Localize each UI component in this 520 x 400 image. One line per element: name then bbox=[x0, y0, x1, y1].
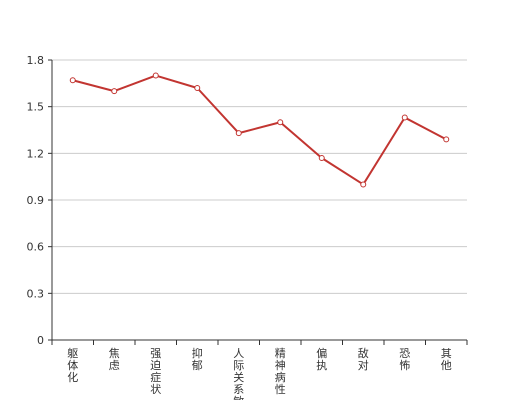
x-tick-label: 抑郁 bbox=[192, 346, 203, 372]
data-point-强迫症状[interactable] bbox=[152, 72, 159, 79]
data-point-精神病性[interactable] bbox=[277, 119, 284, 126]
data-point-偏执[interactable] bbox=[318, 155, 325, 161]
data-point-焦虑[interactable] bbox=[111, 88, 118, 95]
series-layer bbox=[69, 72, 450, 188]
x-tick-label: 强迫症状 bbox=[150, 347, 161, 396]
y-tick-label: 0.3 bbox=[27, 287, 45, 300]
y-tick-label: 1.8 bbox=[27, 54, 45, 67]
y-tick-label: 0 bbox=[37, 334, 44, 347]
y-tick-label: 0.9 bbox=[27, 194, 45, 207]
x-tick-label: 偏执 bbox=[316, 346, 327, 372]
data-point-其他[interactable] bbox=[443, 136, 450, 143]
x-tick-label: 焦虑 bbox=[109, 347, 120, 372]
series-line bbox=[72, 74, 447, 186]
y-tick-label: 1.2 bbox=[27, 147, 45, 160]
label-layer: 0 0.3 0.6 0.9 1.2 1.5 1.8 躯体化 焦虑 强迫症状 抑郁 人际关系敏感 精神病性… bbox=[27, 54, 452, 400]
data-point-躯体化[interactable] bbox=[69, 77, 76, 84]
y-tick-label: 1.5 bbox=[27, 101, 45, 114]
x-tick-label: 其他 bbox=[441, 347, 452, 372]
y-tick-label: 0.6 bbox=[27, 241, 45, 254]
axis-layer bbox=[48, 59, 468, 345]
data-point-恐怖[interactable] bbox=[401, 114, 408, 121]
x-tick-label: 恐怖 bbox=[399, 347, 410, 372]
data-point-抑郁[interactable] bbox=[194, 85, 201, 91]
grid-layer bbox=[52, 59, 467, 294]
x-tick-label: 敌对 bbox=[358, 346, 369, 372]
x-tick-label: 精神病性 bbox=[275, 347, 286, 396]
x-tick-label: 人际关系敏感 bbox=[233, 347, 244, 400]
data-point-敌对[interactable] bbox=[360, 181, 367, 188]
x-tick-label: 躯体化 bbox=[67, 347, 78, 384]
data-point-人际关系敏感[interactable] bbox=[235, 130, 242, 137]
